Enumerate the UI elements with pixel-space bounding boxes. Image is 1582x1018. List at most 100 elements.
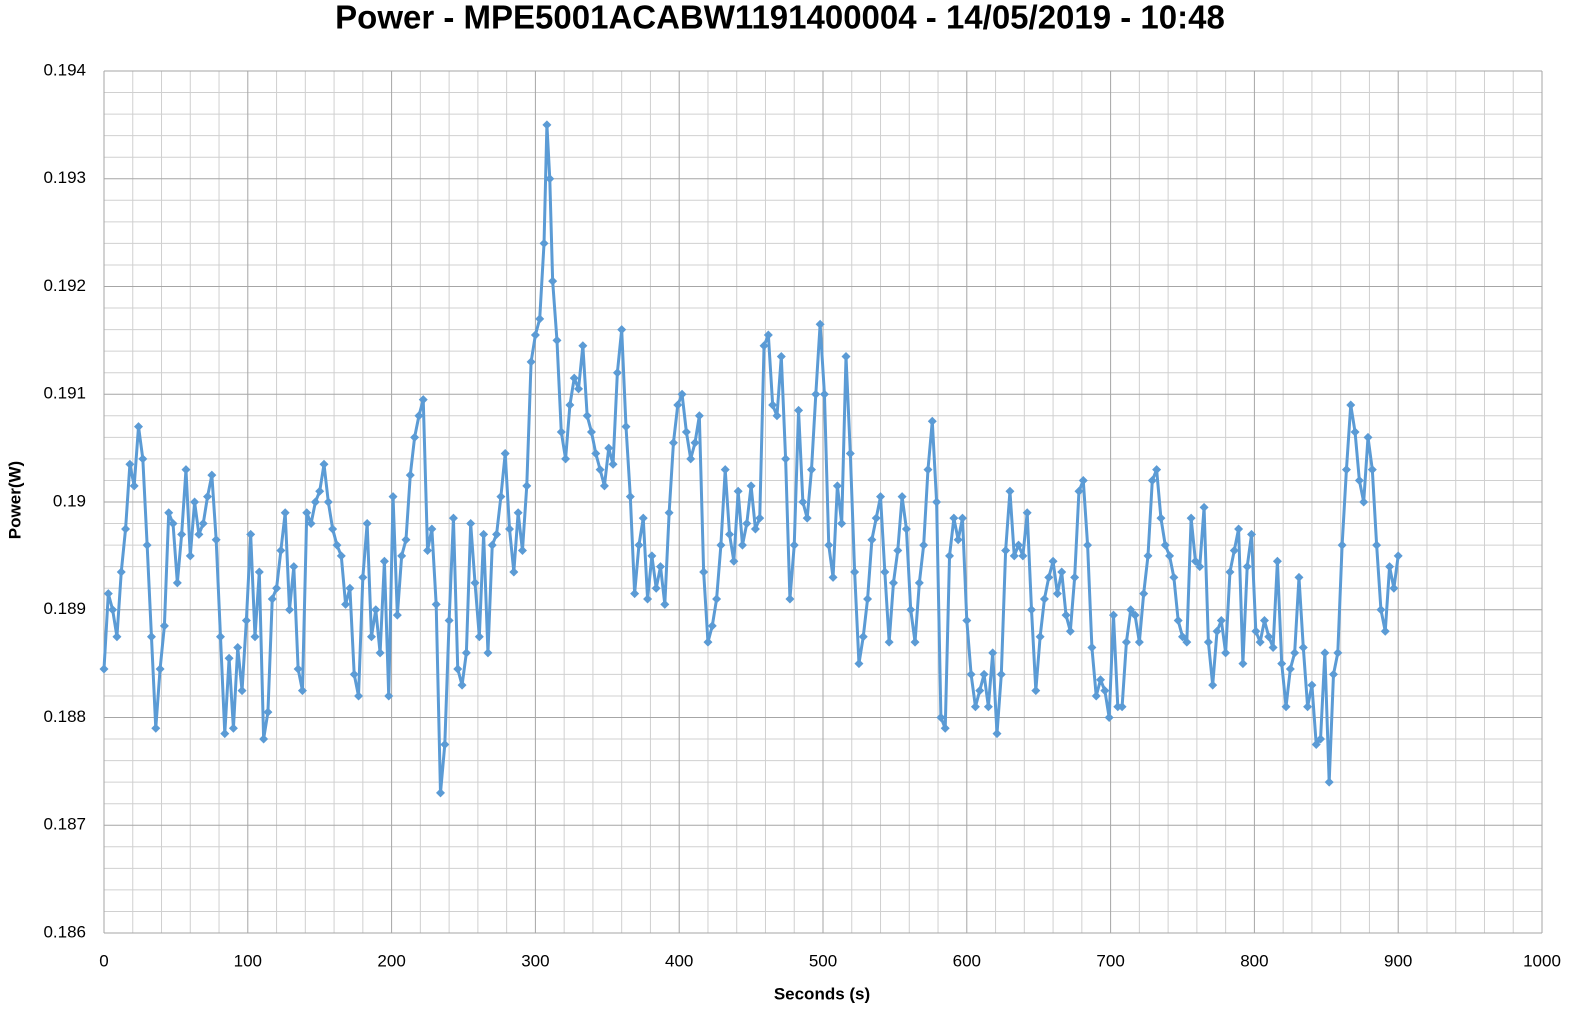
data-point bbox=[910, 637, 920, 647]
data-point bbox=[1229, 545, 1239, 555]
chart-title: Power - MPE5001ACABW1191400004 - 14/05/2… bbox=[335, 0, 1225, 36]
data-point bbox=[863, 594, 873, 604]
data-point bbox=[328, 524, 338, 534]
data-point bbox=[246, 529, 256, 539]
data-point bbox=[431, 599, 441, 609]
data-point bbox=[841, 352, 851, 362]
data-point bbox=[832, 481, 842, 491]
data-point bbox=[487, 540, 497, 550]
data-point bbox=[897, 492, 907, 502]
data-point bbox=[371, 605, 381, 615]
data-point bbox=[285, 605, 295, 615]
data-point bbox=[1130, 610, 1140, 620]
data-point bbox=[1126, 605, 1136, 615]
data-point bbox=[1096, 675, 1106, 685]
data-point bbox=[297, 686, 307, 696]
data-point bbox=[418, 395, 428, 405]
data-point bbox=[945, 551, 955, 561]
data-point bbox=[542, 120, 552, 130]
data-point bbox=[699, 567, 709, 577]
data-point bbox=[1247, 529, 1257, 539]
data-point bbox=[496, 492, 506, 502]
data-point bbox=[470, 578, 480, 588]
y-tick-label: 0.192 bbox=[43, 276, 86, 295]
data-point bbox=[819, 389, 829, 399]
data-point bbox=[207, 470, 217, 480]
data-point bbox=[138, 454, 148, 464]
data-point bbox=[302, 508, 312, 518]
data-point bbox=[332, 540, 342, 550]
data-point bbox=[1221, 648, 1231, 658]
data-point bbox=[725, 529, 735, 539]
data-point bbox=[1320, 648, 1330, 658]
data-point bbox=[1363, 432, 1373, 442]
data-point bbox=[578, 341, 588, 351]
data-point bbox=[306, 519, 316, 529]
data-point bbox=[1208, 680, 1218, 690]
data-point bbox=[341, 599, 351, 609]
data-point bbox=[1083, 540, 1093, 550]
data-point bbox=[729, 556, 739, 566]
data-point bbox=[453, 664, 463, 674]
data-point bbox=[215, 632, 225, 642]
data-point bbox=[1324, 777, 1334, 787]
data-point bbox=[656, 562, 666, 572]
data-point bbox=[621, 422, 631, 432]
data-point bbox=[1147, 475, 1157, 485]
data-point bbox=[1298, 642, 1308, 652]
data-point bbox=[1117, 702, 1127, 712]
data-point bbox=[1027, 605, 1037, 615]
data-point bbox=[599, 481, 609, 491]
data-point bbox=[901, 524, 911, 534]
data-point bbox=[155, 664, 165, 674]
data-point bbox=[224, 653, 234, 663]
data-point bbox=[884, 637, 894, 647]
data-point bbox=[586, 427, 596, 437]
data-point bbox=[466, 519, 476, 529]
data-point bbox=[914, 578, 924, 588]
data-point bbox=[806, 465, 816, 475]
x-tick-label: 0 bbox=[99, 951, 108, 970]
data-point bbox=[880, 567, 890, 577]
data-point bbox=[759, 341, 769, 351]
data-point bbox=[647, 551, 657, 561]
data-point bbox=[927, 416, 937, 426]
data-point bbox=[129, 481, 139, 491]
data-point bbox=[1035, 632, 1045, 642]
data-point bbox=[211, 535, 221, 545]
data-point bbox=[845, 449, 855, 459]
data-point bbox=[185, 551, 195, 561]
data-point bbox=[1341, 465, 1351, 475]
data-point bbox=[1078, 475, 1088, 485]
data-point bbox=[858, 632, 868, 642]
data-point bbox=[1242, 562, 1252, 572]
data-point bbox=[237, 686, 247, 696]
x-tick-label: 400 bbox=[665, 951, 693, 970]
data-point bbox=[146, 632, 156, 642]
data-point bbox=[545, 174, 555, 184]
data-point bbox=[794, 405, 804, 415]
data-point bbox=[811, 389, 821, 399]
data-point bbox=[1061, 610, 1071, 620]
data-point bbox=[254, 567, 264, 577]
data-point bbox=[289, 562, 299, 572]
data-point bbox=[703, 637, 713, 647]
data-point bbox=[772, 411, 782, 421]
data-point bbox=[1160, 540, 1170, 550]
data-point bbox=[1108, 610, 1118, 620]
data-point bbox=[768, 400, 778, 410]
data-point bbox=[1294, 572, 1304, 582]
data-point bbox=[1203, 637, 1213, 647]
data-point bbox=[694, 411, 704, 421]
data-point bbox=[461, 648, 471, 658]
data-point bbox=[604, 443, 614, 453]
y-tick-label: 0.188 bbox=[43, 707, 86, 726]
data-point bbox=[750, 524, 760, 534]
data-point bbox=[1255, 637, 1265, 647]
data-point bbox=[1074, 486, 1084, 496]
data-point bbox=[1290, 648, 1300, 658]
data-point bbox=[1234, 524, 1244, 534]
data-point bbox=[103, 589, 113, 599]
data-point bbox=[233, 642, 243, 652]
